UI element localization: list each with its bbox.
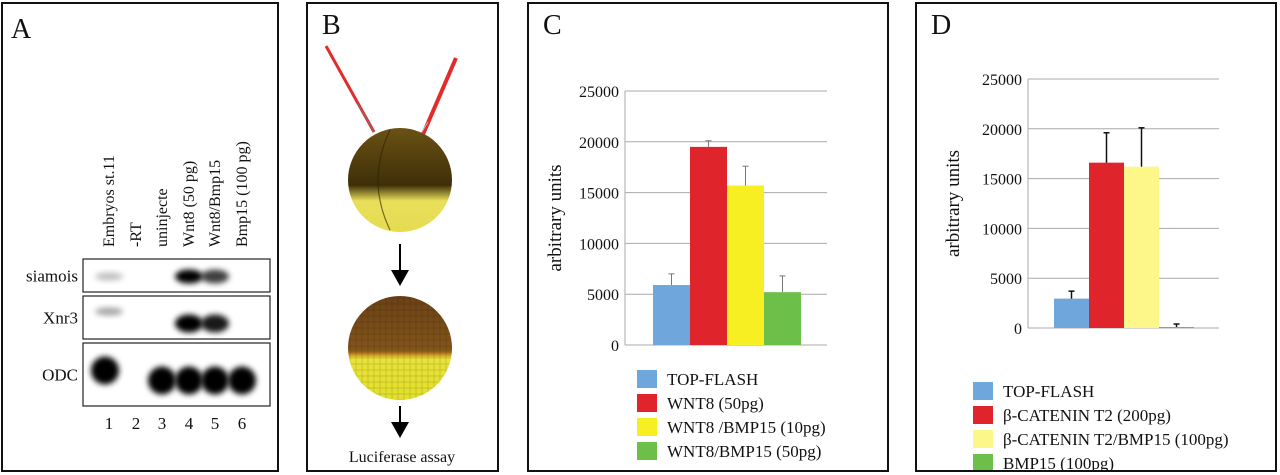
panel-d: D 0 5000 10000 15000 20000 25000 arbitrary uni… [915,2,1277,473]
bar-0 [653,285,690,345]
bar-3 [1159,327,1194,328]
gel-band [201,366,229,395]
y-axis-label: arbitrary units [545,164,566,271]
lane-label: Bmp15 (100 pg) [234,141,251,247]
bar-1 [1089,162,1124,328]
bar-chart-c: C 0 5000 10000 15000 20000 25000 arbitrary uni… [543,10,827,461]
legend-label: WNT8/BMP15 (50pg) [667,442,821,461]
gel-band [201,269,229,284]
gel-row-odc: ODC [42,342,271,407]
injected-embryo [348,128,452,232]
lane-label: Wnt8 (50 pg) [181,161,198,247]
legend-swatch [973,430,993,448]
y-tick-label: 20000 [982,122,1022,139]
injection-needle-left [324,45,376,133]
panel-a: A Embryos st.11 -RT uninjecte Wnt8 (50 pg) W… [1,2,279,472]
legend-swatch [637,418,657,436]
panel-letter-d: D [931,10,951,41]
lane-label: Wnt8/Bmp15 [207,160,224,247]
bar-1 [690,146,727,345]
gene-label: ODC [42,366,78,385]
gel-band [201,314,229,333]
y-tick-label: 10000 [982,221,1022,238]
lane-label: -RT [128,222,145,247]
arrow-down-icon [391,406,409,438]
gel-figure: A Embryos st.11 -RT uninjecte Wnt8 (50 pg) W… [11,14,271,433]
legend-label: WNT8 /BMP15 (10pg) [667,418,826,437]
gel-row-xnr3: Xnr3 [43,295,271,340]
y-tick-label: 15000 [982,172,1022,189]
legend-swatch [973,406,993,424]
gel-band [228,366,256,395]
legend-label: BMP15 (100pg) [1003,454,1114,470]
gene-label: siamois [26,267,78,286]
gel-band [175,314,203,333]
legend-label: TOP-FLASH [1003,382,1094,401]
gel-band [175,269,203,284]
panel-letter-b: B [322,10,341,41]
legend-swatch [973,454,993,472]
lane-number: 2 [132,414,141,433]
lane-label: Embryos st.11 [101,155,118,247]
legend-swatch [973,382,993,400]
y-tick-label: 10000 [579,236,619,253]
blastula-embryo [348,296,452,400]
lane-number: 1 [105,414,114,433]
lane-number: 6 [238,414,247,433]
legend-label: TOP-FLASH [667,370,758,389]
lane-number: 4 [185,414,194,433]
gel-band [95,272,123,281]
bar-3 [764,292,801,345]
gel-band [91,356,119,385]
y-tick-label: 20000 [579,135,619,152]
bar-0 [1054,298,1089,328]
gel-lane-box [82,295,271,340]
bar-2 [727,185,764,345]
legend-label: β-CATENIN T2/BMP15 (100pg) [1003,430,1229,449]
y-tick-label: 0 [1014,321,1022,338]
y-tick-label: 25000 [579,84,619,101]
legend-label: β-CATENIN T2 (200pg) [1003,406,1171,425]
legend-swatch [637,442,657,460]
legend-label: WNT8 (50pg) [667,394,764,413]
y-tick-label: 5000 [587,287,619,304]
bar-chart-d: D 0 5000 10000 15000 20000 25000 arbitrary uni… [931,10,1229,473]
gel-band [175,366,203,395]
gel-band [148,366,176,395]
lane-number: 3 [158,414,167,433]
panel-c: C 0 5000 10000 15000 20000 25000 arbitrary uni… [527,2,889,472]
y-tick-label: 5000 [990,271,1022,288]
y-tick-label: 15000 [579,186,619,203]
lane-label: uninjecte [154,188,171,247]
embryo-schematic: B Luciferase assay [322,10,458,466]
y-tick-label: 0 [611,338,619,355]
gel-row-siamois: siamois [26,258,271,293]
panel-letter-a: A [11,14,32,45]
gel-band [95,307,123,316]
y-tick-label: 25000 [982,72,1022,89]
arrow-down-icon [391,244,409,286]
legend-swatch [637,370,657,388]
gene-label: Xnr3 [43,309,78,328]
legend-swatch [637,394,657,412]
panel-b: B Luciferase assay [306,2,499,472]
y-axis-label: arbitrary units [943,150,964,257]
luciferase-assay-caption: Luciferase assay [349,449,455,466]
lane-number: 5 [211,414,220,433]
bar-2 [1124,166,1159,328]
panel-letter-c: C [543,10,562,41]
